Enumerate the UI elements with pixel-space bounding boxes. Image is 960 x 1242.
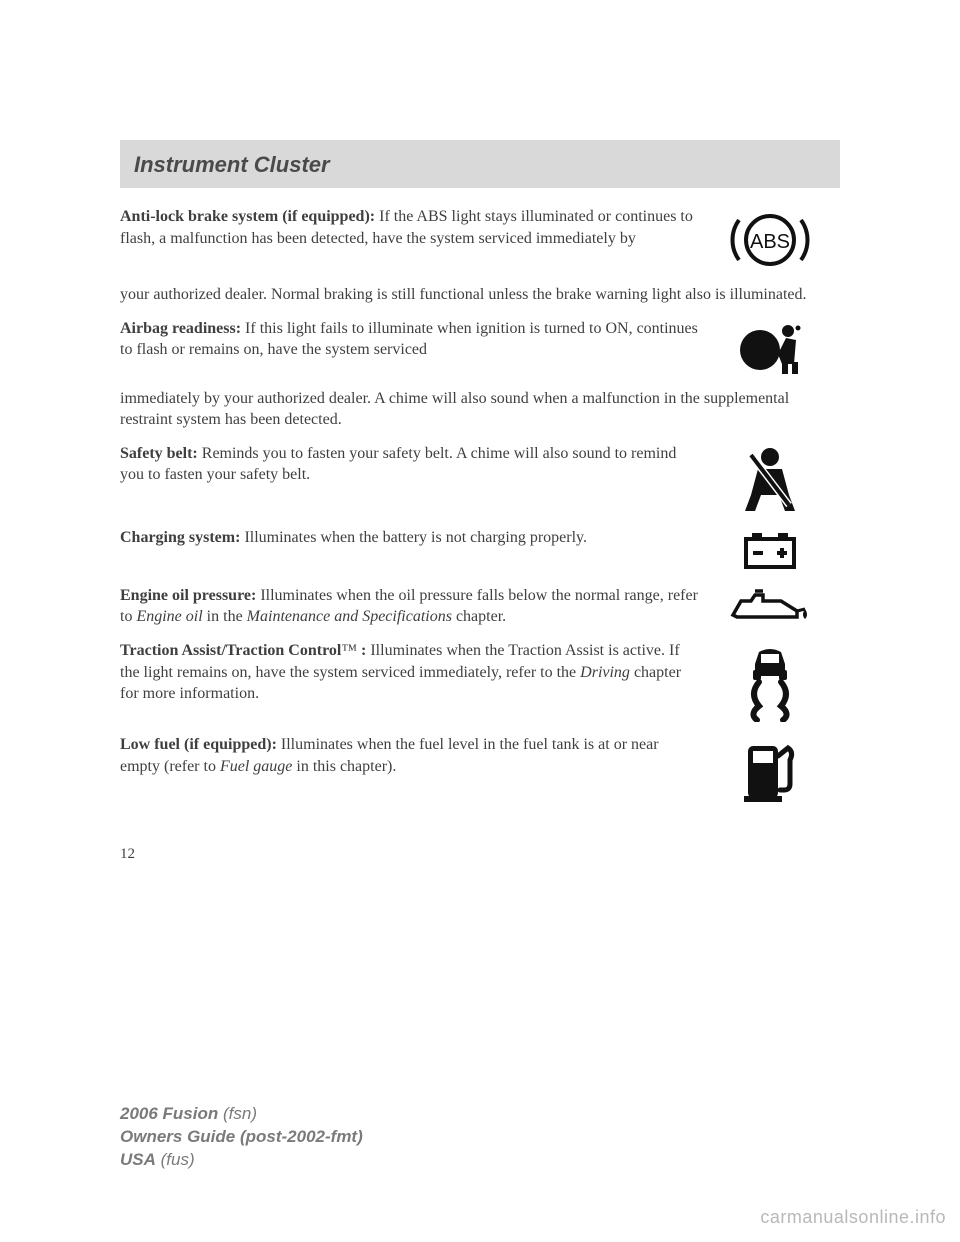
seatbelt-icon — [700, 443, 840, 515]
entry-safety-belt: Safety belt: Reminds you to fasten your … — [120, 443, 840, 515]
entry-oil-ref1: Engine oil — [136, 608, 202, 625]
footer-region: USA — [120, 1150, 156, 1169]
fuel-icon — [700, 734, 840, 806]
entry-safety-lead: Safety belt: — [120, 445, 198, 462]
entry-fuel-lead: Low fuel (if equipped): — [120, 736, 277, 753]
entry-traction-tm: ™ — [341, 642, 357, 659]
entry-airbag-body2: immediately by your authorized dealer. A… — [120, 388, 840, 431]
entry-safety-body: Reminds you to fasten your safety belt. … — [120, 445, 676, 484]
entry-oil-body3: chapter. — [452, 608, 506, 625]
manual-page: Instrument Cluster Anti-lock brake syste… — [0, 0, 960, 863]
traction-icon — [700, 640, 840, 722]
entry-fuel-body2: in this chapter). — [292, 758, 396, 775]
entry-oil-ref2: Maintenance and Specifications — [247, 608, 452, 625]
section-title: Instrument Cluster — [134, 152, 826, 178]
entry-abs-body2: your authorized dealer. Normal braking i… — [120, 284, 840, 306]
entry-fuel-text: Low fuel (if equipped): Illuminates when… — [120, 734, 700, 777]
watermark: carmanualsonline.info — [760, 1207, 946, 1228]
entry-airbag-text: Airbag readiness: If this light fails to… — [120, 318, 700, 361]
footer-model: 2006 Fusion — [120, 1104, 218, 1123]
entry-traction-ref1: Driving — [580, 664, 630, 681]
entry-oil-body2: in the — [203, 608, 247, 625]
entry-airbag: Airbag readiness: If this light fails to… — [120, 318, 840, 376]
entry-traction-lead: Traction Assist/Traction Control — [120, 642, 341, 659]
entry-charging: Charging system: Illuminates when the ba… — [120, 527, 840, 573]
entry-oil: Engine oil pressure: Illuminates when th… — [120, 585, 840, 628]
airbag-icon — [700, 318, 840, 376]
abs-icon-label: ABS — [750, 231, 790, 253]
entry-traction-lead2: : — [357, 642, 366, 659]
entry-airbag-lead: Airbag readiness: — [120, 320, 241, 337]
entry-abs: Anti-lock brake system (if equipped): If… — [120, 206, 840, 272]
entry-fuel-ref1: Fuel gauge — [220, 758, 292, 775]
entry-abs-lead: Anti-lock brake system (if equipped): — [120, 208, 375, 225]
page-number: 12 — [120, 846, 840, 863]
abs-icon: ABS — [700, 206, 840, 272]
oil-icon — [700, 585, 840, 627]
entry-charging-text: Charging system: Illuminates when the ba… — [120, 527, 700, 549]
entry-traction: Traction Assist/Traction Control™ : Illu… — [120, 640, 840, 722]
entry-abs-text: Anti-lock brake system (if equipped): If… — [120, 206, 700, 249]
battery-icon — [700, 527, 840, 573]
entry-oil-lead: Engine oil pressure: — [120, 587, 256, 604]
page-footer: 2006 Fusion (fsn) Owners Guide (post-200… — [120, 1103, 363, 1172]
entry-charging-body: Illuminates when the battery is not char… — [240, 529, 587, 546]
section-header: Instrument Cluster — [120, 140, 840, 188]
entry-fuel: Low fuel (if equipped): Illuminates when… — [120, 734, 840, 806]
footer-guide: Owners Guide (post-2002-fmt) — [120, 1127, 363, 1146]
entry-oil-text: Engine oil pressure: Illuminates when th… — [120, 585, 700, 628]
footer-model-code: (fsn) — [223, 1104, 257, 1123]
entry-traction-text: Traction Assist/Traction Control™ : Illu… — [120, 640, 700, 705]
entry-charging-lead: Charging system: — [120, 529, 240, 546]
entry-safety-text: Safety belt: Reminds you to fasten your … — [120, 443, 700, 486]
footer-region-code: (fus) — [161, 1150, 195, 1169]
